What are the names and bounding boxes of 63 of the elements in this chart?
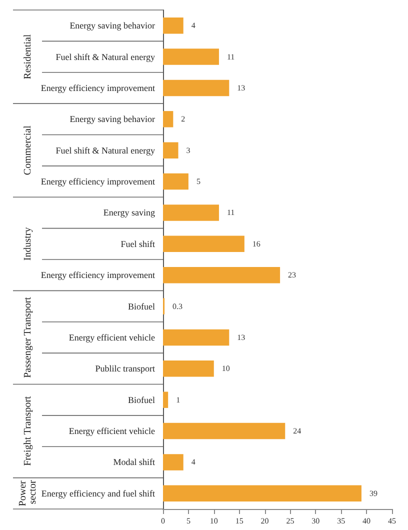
data-label: 10 <box>222 364 230 374</box>
bar <box>163 360 214 377</box>
data-label: 4 <box>191 458 196 467</box>
bar <box>163 485 362 502</box>
bar <box>163 236 244 252</box>
bar <box>163 173 188 190</box>
bar <box>163 422 286 440</box>
data-label: 13 <box>237 83 246 92</box>
x-tick-label: 15 <box>235 516 244 526</box>
bar <box>163 329 230 346</box>
y-tick-label: Energy efficient vehicle <box>68 332 155 342</box>
x-tick-label: 5 <box>186 516 190 526</box>
y-tick-label: Fuel shift <box>120 238 156 249</box>
data-label: 11 <box>226 208 235 218</box>
x-tick-label: 40 <box>362 516 371 526</box>
text: Passenger Transport <box>22 296 34 378</box>
x-tick-label: 10 <box>210 516 218 526</box>
data-label: 39 <box>369 488 378 498</box>
bar <box>163 48 219 65</box>
y-tick-label: Energy efficiency improvement <box>40 270 156 280</box>
data-label: 3 <box>186 146 190 155</box>
y-tick-label: Energy efficient vehicle <box>68 426 155 436</box>
data-label: 16 <box>252 239 260 248</box>
x-tick-label: 25 <box>286 516 294 526</box>
data-label: 5 <box>196 177 200 186</box>
data-label: 4 <box>191 21 196 30</box>
bar <box>163 454 184 470</box>
y-tick-label: Biofuel <box>128 301 156 312</box>
data-label: 24 <box>293 426 302 436</box>
data-label: 1 <box>176 395 180 404</box>
data-label: 0.3 <box>172 302 183 311</box>
text: Freight Transport <box>22 396 34 466</box>
bar <box>163 204 219 221</box>
y-tick-label: Biofuel <box>128 394 156 405</box>
x-tick-label: 20 <box>260 516 269 526</box>
y-tick-label: Fuel shift & Natural energy <box>56 145 156 156</box>
y-tick-label: Fuel shift & Natural energy <box>56 52 156 62</box>
bar <box>163 17 184 34</box>
bar <box>163 142 178 158</box>
x-tick-label: 30 <box>312 516 320 526</box>
data-label: 11 <box>226 52 235 62</box>
data-label: 23 <box>288 270 296 280</box>
bar <box>163 111 174 128</box>
bar <box>163 80 230 96</box>
y-tick-label: Energy saving <box>103 208 156 218</box>
y-tick-label: Modal shift <box>113 457 156 468</box>
x-tick-label: 35 <box>337 516 346 526</box>
data-label: 13 <box>237 332 246 342</box>
y-tick-label: Energy efficiency improvement <box>40 176 156 187</box>
y-tick-label: Energy efficiency improvement <box>40 82 156 93</box>
data-label: 2 <box>181 114 186 124</box>
y-tick-label: Publilc transport <box>95 364 156 374</box>
x-tick-label: 0 <box>161 516 165 526</box>
bar <box>163 392 168 408</box>
y-tick-label: Energy efficiency and fuel shift <box>41 488 156 498</box>
x-tick-label: 45 <box>388 516 396 526</box>
text: Residential <box>22 34 34 80</box>
text: Commercial <box>22 125 34 176</box>
text: Industry <box>22 227 34 261</box>
y-tick-label: Energy saving behavior <box>70 20 155 31</box>
y-tick-label: Energy saving behavior <box>70 114 155 124</box>
text: Power sector <box>18 480 38 507</box>
bar <box>163 266 280 284</box>
